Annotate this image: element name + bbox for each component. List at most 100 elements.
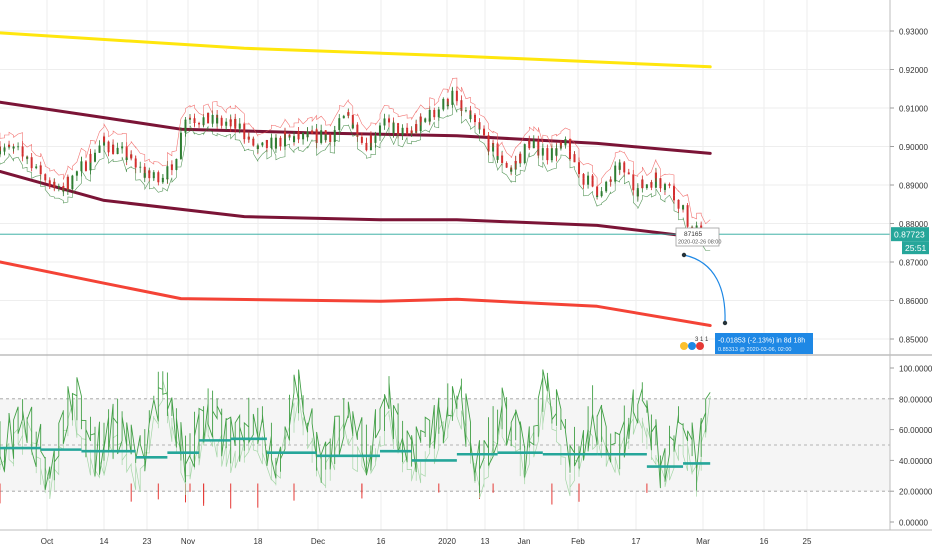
time-tick-label: 16 [760,537,769,546]
candle-body [682,205,685,210]
event-badge-label: 3 1 1 [695,337,709,343]
candle-body [107,149,110,153]
candle-body [98,145,101,153]
osc-tick-label: 100.00000 [899,365,932,374]
candle-body [650,182,653,188]
candle-body [623,165,626,173]
candle-body [383,118,386,126]
last-price-badge [891,227,929,242]
event-badge-icon [688,342,696,350]
candle-body [188,117,191,120]
candle-body [184,119,187,122]
price-tick-label: 0.85000 [899,336,928,345]
candle-body [8,144,11,147]
candle-body [84,170,87,172]
candle-body [523,144,526,164]
candle-body [428,109,431,122]
candle-body [492,143,495,144]
candle-body [677,199,680,209]
candle-body [80,161,83,163]
candle-body [478,128,481,130]
candle-body [288,136,291,138]
candle-body [17,146,20,148]
time-tick-label: 13 [481,537,490,546]
projection-box [715,333,813,354]
price-pane[interactable] [0,31,890,327]
candle-body [632,186,635,191]
candle-body [356,127,359,137]
candle-body [388,118,391,123]
candle-body [460,100,463,111]
oscillator-pane[interactable] [0,369,890,509]
candle-body [374,136,377,143]
candle-body [342,115,345,119]
candle-body [546,148,549,161]
candle-body [320,130,323,143]
candle-body [338,118,341,124]
candle-body [659,186,662,189]
candle-body [89,153,92,162]
candle-body [121,146,124,148]
candle-body [636,188,639,197]
candle-body [514,160,517,164]
candle-body [324,134,327,141]
candle-body [424,118,427,122]
candle-body [229,119,232,127]
osc-tick-label: 20.00000 [899,488,932,497]
time-tick-label: 2020 [438,537,456,546]
candle-body [582,178,585,185]
candle-body [614,167,617,182]
price-tick-label: 0.89000 [899,182,928,191]
last-price-label: 0.87723 [894,230,925,240]
projection-end-dot [722,320,728,326]
candle-body [333,130,336,142]
candle-body [401,127,404,136]
osc-steps [0,437,711,468]
candle-body [166,166,169,180]
candle-body [333,129,336,131]
price-tick-label: 0.91000 [899,105,928,114]
candle-body [397,123,400,126]
candle-body [216,117,219,124]
candle-body [243,137,246,140]
candle-body [75,171,78,176]
envelope-upper [0,77,711,225]
time-tick-label: Feb [571,537,585,546]
candle-body [528,140,531,149]
candle-body [157,172,160,183]
candle-body [532,140,535,144]
event-badge-icon [696,342,704,350]
time-tick-label: 25 [803,537,812,546]
candle-body [297,131,300,140]
candle-body [225,121,228,125]
moving-average-line-2 [0,100,712,155]
projection-start-dot [681,252,687,258]
candle-body [234,118,237,129]
candle-body [505,162,508,168]
candle-body [93,152,96,155]
candle-body [492,143,495,152]
candle-body [483,128,486,136]
candle-body [283,131,286,135]
candle-body [71,175,74,185]
candle-body [487,142,490,152]
candle-body [614,165,617,168]
time-tick-label: Oct [41,537,54,546]
candle-body [573,154,576,163]
time-tick-label: 16 [377,537,386,546]
candle-body [550,148,553,159]
candle-body [179,132,182,159]
osc-tick-label: 0.00000 [899,519,928,528]
candle-body [659,178,662,187]
price-tick-label: 0.93000 [899,28,928,37]
candle-body [537,141,540,156]
candle-body [247,136,250,140]
candle-body [265,140,268,149]
candle-body [433,114,436,118]
candle-body [39,165,42,175]
candle-body [406,129,409,134]
candle-body [3,147,6,151]
candle-body [464,110,467,112]
